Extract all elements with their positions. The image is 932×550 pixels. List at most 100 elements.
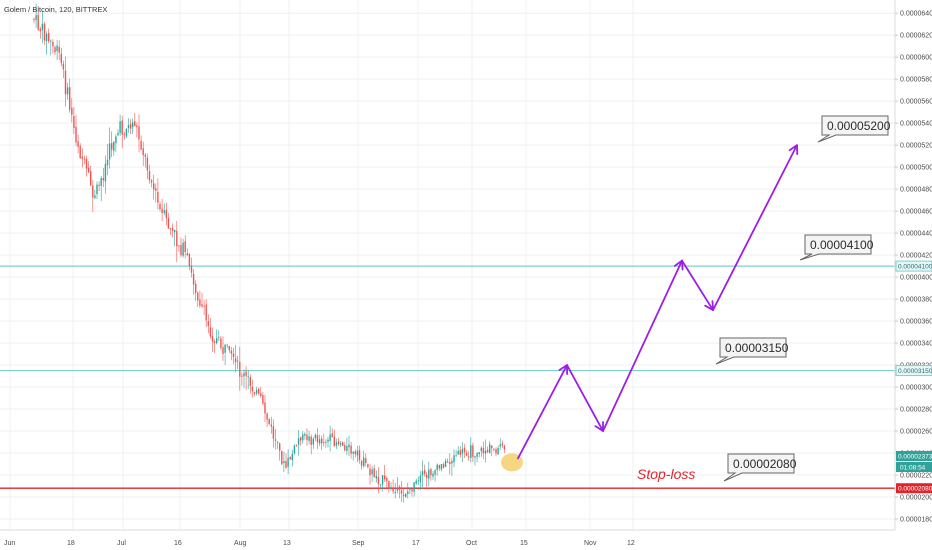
horizontal-levels[interactable]	[0, 265, 895, 489]
candle-body	[318, 439, 321, 444]
candle-body	[125, 128, 128, 137]
candle-body	[306, 434, 308, 441]
candle-body	[295, 444, 298, 446]
candle-body	[478, 452, 480, 455]
candle-body	[426, 474, 428, 478]
candle-body	[241, 375, 243, 377]
candle-body	[472, 445, 474, 457]
candle-body	[115, 136, 117, 144]
candle-body	[302, 434, 304, 441]
stop-loss-label: Stop-loss	[637, 466, 695, 482]
candle-body	[209, 327, 212, 337]
projection-segment[interactable]	[566, 364, 604, 432]
candle-body	[384, 475, 386, 480]
candle-body	[71, 108, 73, 115]
projection-segment[interactable]	[517, 364, 568, 460]
candle-body	[398, 486, 401, 490]
candle-body	[146, 157, 149, 171]
candle-body	[316, 435, 319, 443]
candle-body	[33, 19, 35, 21]
candle-body	[453, 455, 455, 463]
candle-body	[56, 45, 58, 52]
price-callouts[interactable]: 0.00005200 0.00004100 0.00003150 0.00002080…	[637, 115, 891, 482]
candle-body	[304, 433, 306, 436]
candle-body	[190, 266, 193, 273]
candle-body	[106, 159, 109, 166]
candle-body	[457, 451, 459, 455]
candle-body	[50, 40, 52, 42]
candle-body	[348, 444, 350, 448]
candle-body	[461, 449, 464, 454]
candle-body	[77, 141, 79, 147]
candle-body	[285, 460, 287, 468]
candle-body	[455, 455, 457, 457]
projection-segment[interactable]	[681, 259, 714, 311]
candle-body	[402, 494, 405, 497]
candle-body	[363, 457, 365, 467]
target-callout-label: 0.00005200	[827, 119, 891, 133]
candle-body	[237, 360, 239, 362]
candle-body	[468, 456, 470, 458]
candle-body	[352, 451, 354, 454]
candle-body	[220, 338, 222, 348]
candle-body	[354, 451, 356, 454]
candle-body	[386, 477, 388, 482]
candle-body	[127, 125, 130, 129]
candle-body	[213, 341, 216, 343]
candle-body	[444, 460, 447, 467]
time-tick-label: Jun	[4, 540, 15, 547]
candle-body	[262, 395, 264, 404]
candle-body	[279, 443, 281, 451]
time-tick-label: 12	[627, 540, 635, 547]
candle-body	[428, 469, 430, 479]
candle-body	[69, 87, 71, 110]
candle-body	[199, 299, 201, 306]
candle-body	[111, 143, 113, 150]
stop-callout-box	[723, 453, 795, 482]
candle-body	[119, 121, 121, 133]
candle-body	[377, 477, 380, 484]
candle-body	[39, 28, 41, 32]
countdown-label: 01:08:54	[900, 464, 926, 471]
chart-title: Golem / Bitcoin, 120, BITTREX	[4, 5, 107, 14]
candle-body	[85, 158, 88, 169]
candle-body	[308, 436, 310, 441]
candle-body	[291, 454, 293, 461]
candle-body	[228, 346, 230, 351]
candle-body	[440, 464, 443, 470]
candle-body	[436, 464, 438, 471]
current-price-badge	[896, 450, 932, 461]
candle-body	[178, 245, 180, 247]
candle-body	[417, 480, 419, 482]
candle-body	[218, 336, 220, 338]
candle-body	[482, 448, 485, 454]
candle-body	[195, 283, 197, 293]
candle-body	[174, 229, 176, 232]
candle-body	[463, 447, 466, 453]
projection-segment[interactable]	[712, 144, 798, 311]
candle-body	[129, 123, 132, 129]
projection-segment[interactable]	[602, 259, 683, 432]
time-axis[interactable]: Jun 18 Jul 16 Aug 13 Sep 17 Oct 15 Nov 12	[4, 540, 635, 547]
candle-body	[113, 141, 115, 151]
candle-body	[451, 460, 453, 464]
candle-body	[434, 470, 436, 475]
candle-body	[501, 443, 503, 446]
candle-body	[136, 125, 138, 128]
candle-body	[163, 210, 165, 214]
candle-body	[300, 437, 302, 441]
candle-body	[54, 47, 56, 53]
projection-path[interactable]	[501, 144, 799, 472]
candle-body	[480, 447, 482, 452]
resistance-callout-box	[715, 337, 787, 365]
